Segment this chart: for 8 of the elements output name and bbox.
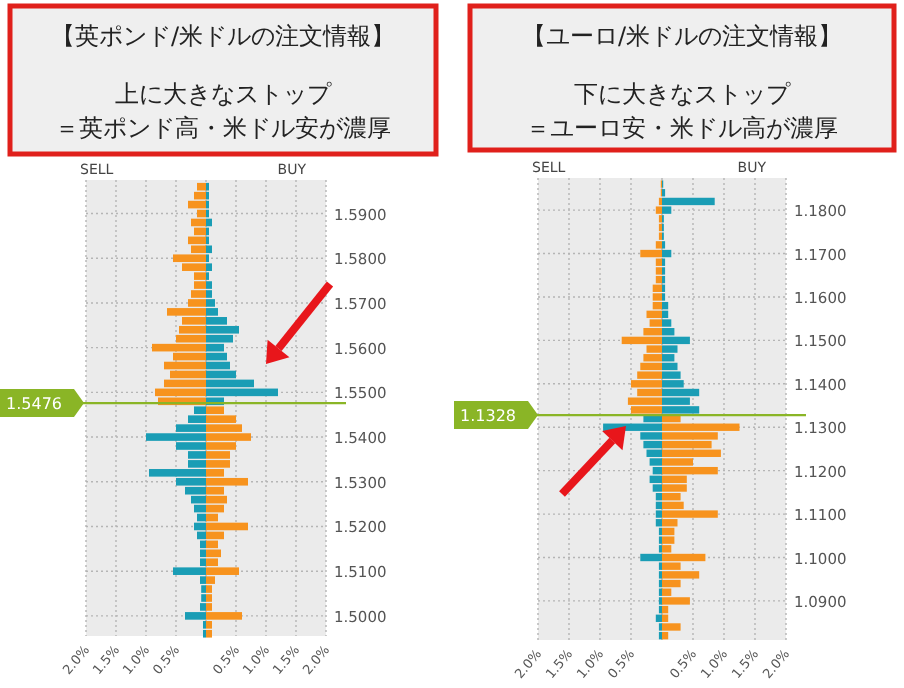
chart-title: 【ユーロ/米ドルの注文情報】 xyxy=(521,22,843,50)
text: ＝英ポンド高・米ドル安が濃厚 xyxy=(55,114,391,142)
chart-title: 【英ポンド/米ドルの注文情報】 xyxy=(50,22,396,50)
ref-line-label: 1.1328 xyxy=(460,407,516,426)
ref-line-label: 1.5476 xyxy=(6,395,62,414)
text: ＝ユーロ安・米ドル高が濃厚 xyxy=(526,114,838,142)
chart-subtitle: 上に大きなストップ xyxy=(115,80,333,108)
chart-subtitle: 下に大きなストップ xyxy=(574,80,792,108)
